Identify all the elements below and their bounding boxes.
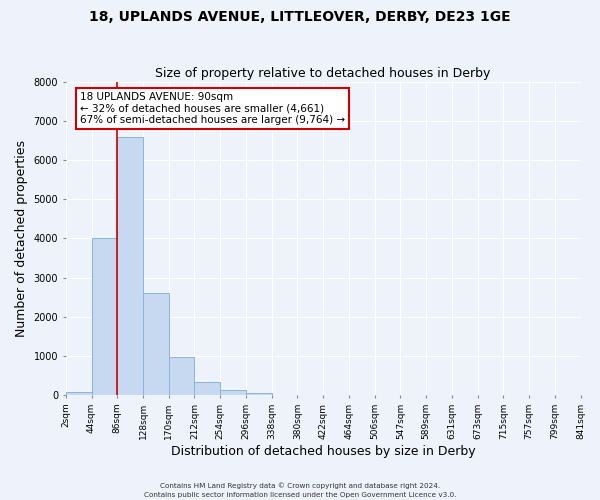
Text: 18, UPLANDS AVENUE, LITTLEOVER, DERBY, DE23 1GE: 18, UPLANDS AVENUE, LITTLEOVER, DERBY, D…: [89, 10, 511, 24]
Bar: [220, 390, 246, 395]
Y-axis label: Number of detached properties: Number of detached properties: [15, 140, 28, 337]
Bar: [246, 393, 272, 395]
Title: Size of property relative to detached houses in Derby: Size of property relative to detached ho…: [155, 66, 491, 80]
Text: 18 UPLANDS AVENUE: 90sqm
← 32% of detached houses are smaller (4,661)
67% of sem: 18 UPLANDS AVENUE: 90sqm ← 32% of detach…: [80, 92, 345, 125]
Bar: [169, 358, 194, 395]
Bar: [66, 392, 92, 395]
X-axis label: Distribution of detached houses by size in Derby: Distribution of detached houses by size …: [171, 444, 475, 458]
Bar: [92, 238, 117, 395]
Text: Contains HM Land Registry data © Crown copyright and database right 2024.: Contains HM Land Registry data © Crown c…: [160, 482, 440, 489]
Text: Contains public sector information licensed under the Open Government Licence v3: Contains public sector information licen…: [144, 492, 456, 498]
Bar: [143, 293, 169, 395]
Bar: [194, 382, 220, 395]
Bar: [117, 137, 143, 395]
